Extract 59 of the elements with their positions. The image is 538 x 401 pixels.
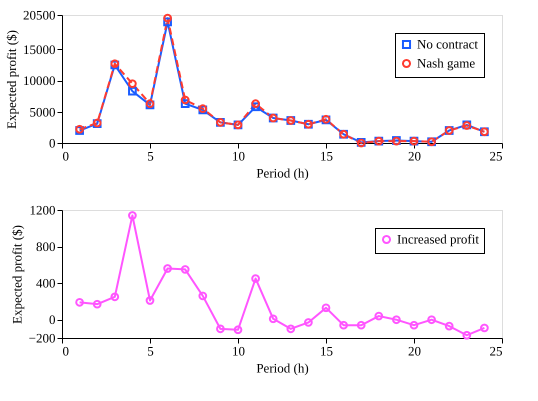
point	[180, 99, 190, 108]
x-tick-label: 0	[62, 344, 69, 358]
x-tick-label: 15	[320, 344, 333, 358]
x-tick-label: 15	[320, 148, 333, 164]
y-tick-label: 10000	[23, 73, 56, 88]
point	[251, 102, 260, 112]
y-tick-label: 15000	[23, 42, 56, 57]
point	[410, 320, 418, 330]
point	[128, 86, 137, 96]
x-tick-label: 5	[147, 148, 154, 164]
point	[180, 265, 190, 274]
point	[234, 325, 242, 334]
y-axis-title: Expected profit ($)	[4, 30, 19, 129]
point	[110, 292, 120, 302]
y-tick-label: 5000	[30, 104, 56, 120]
x-tick-label: 0	[62, 148, 69, 164]
x-tick-label: 5	[147, 344, 154, 358]
x-tick-label: 25	[490, 344, 502, 358]
point	[374, 312, 384, 320]
point	[444, 322, 454, 330]
legend-label: Nash game	[417, 56, 476, 70]
point	[216, 324, 225, 334]
legend-label: No contract	[417, 36, 478, 52]
legend-label: Increased profit	[397, 232, 480, 246]
point	[304, 318, 313, 327]
y-tick-label: 20500	[23, 8, 56, 22]
x-tick-label: 20	[408, 148, 421, 164]
point	[180, 96, 190, 104]
point	[251, 274, 260, 283]
y-tick-label: 400	[36, 276, 56, 291]
point	[427, 315, 436, 324]
x-axis-title: Period (h)	[256, 166, 309, 180]
point	[268, 314, 278, 324]
y-tick-label: 0	[49, 136, 56, 150]
point	[128, 211, 137, 220]
x-tick-label: 25	[490, 148, 502, 164]
point	[92, 300, 102, 309]
point	[146, 296, 154, 305]
point	[462, 330, 472, 340]
point	[163, 18, 172, 26]
x-axis-title: Period (h)	[256, 360, 309, 376]
point	[392, 315, 401, 324]
y-tick-label: 0	[49, 312, 56, 328]
point	[286, 324, 296, 334]
point	[251, 99, 260, 108]
point	[128, 79, 137, 88]
y-tick-label: 1200	[30, 202, 56, 218]
point	[163, 14, 172, 22]
point	[198, 292, 208, 300]
x-tick-label: 10	[232, 148, 245, 164]
x-tick-label: 20	[408, 344, 421, 358]
point	[322, 303, 330, 312]
x-tick-label: 10	[232, 344, 245, 358]
point	[356, 320, 366, 330]
point	[339, 320, 348, 330]
point	[163, 264, 172, 273]
y-axis-title: Expected profit ($)	[10, 225, 25, 324]
y-tick-label: −200	[28, 330, 56, 346]
y-tick-label: 800	[36, 239, 56, 254]
